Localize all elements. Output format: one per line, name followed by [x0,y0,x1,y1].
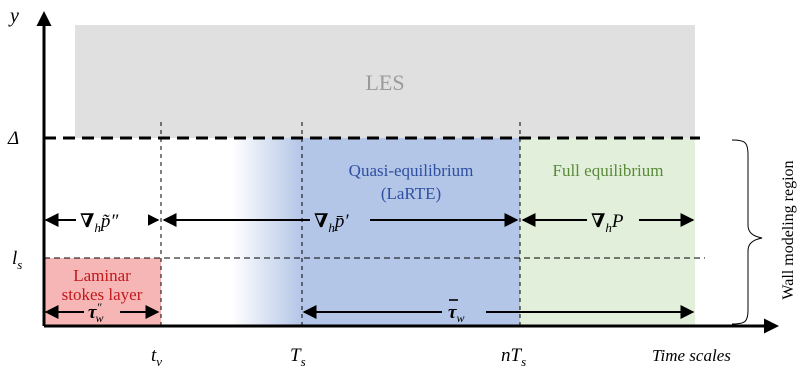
les-label: LES [365,70,404,95]
quasi-label-line2: (LaRTE) [381,184,441,203]
tick-nTs: nTs [501,345,526,369]
laminar-label-line2: stokes layer [62,285,143,304]
laminar-label-line1: Laminar [73,266,131,285]
tau-pp-label: τ″ w [88,300,103,325]
wall-modeling-label: Wall modeling region [780,160,797,299]
tick-tv: tv [151,345,162,369]
grad-ptilde-label: ∇hp̃″ [80,211,119,235]
label-bg-tau-bar [442,298,486,324]
label-bg-tau-pp [84,298,120,324]
transition-gradient [232,138,302,326]
y-axis-label: y [8,5,19,27]
tick-Ts: Ts [290,345,306,369]
grad-P-label: ∇hP [591,211,624,235]
wall-modeling-brace [731,139,763,325]
label-bg-pbar [310,206,370,232]
quasi-label-line1: Quasi-equilibrium [349,161,474,180]
ls-label: ls [12,248,22,272]
tau-bar-label: τw [448,302,464,325]
full-label: Full equilibrium [553,161,664,180]
delta-label: Δ [7,128,19,149]
label-bg-P [587,206,639,232]
grad-pbar-label: ∇hp̄′ [314,211,349,235]
x-axis-label: Time scales [652,346,731,365]
les-region [75,25,695,138]
label-bg-ptilde [76,206,148,232]
